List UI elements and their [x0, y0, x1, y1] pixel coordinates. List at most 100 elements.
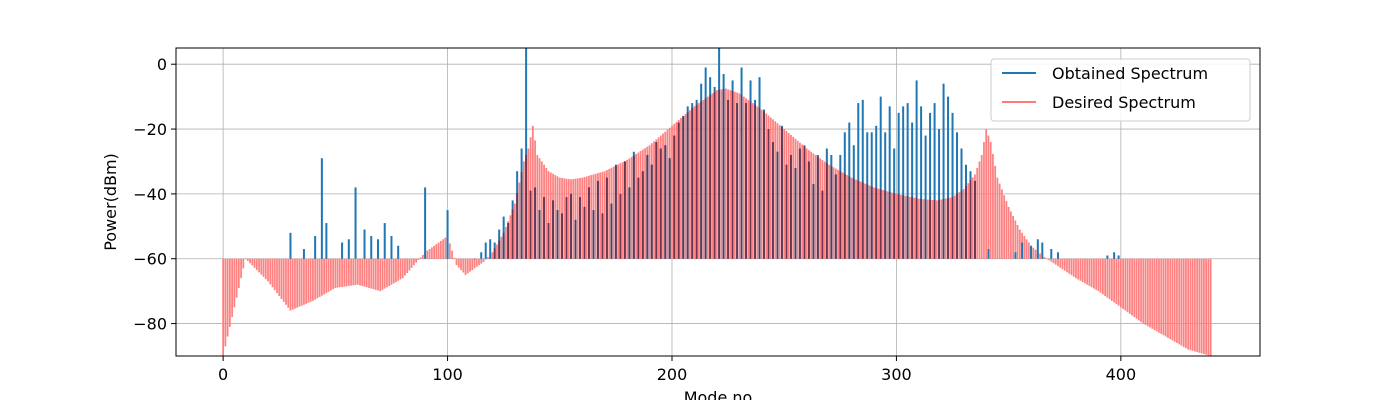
bar-desired	[630, 156, 633, 259]
bar-desired	[363, 258, 366, 287]
bar-desired	[1025, 239, 1028, 259]
bar-overlap	[915, 198, 918, 259]
bar-desired	[379, 258, 382, 292]
bar-desired	[298, 258, 301, 307]
bar-desired	[271, 258, 274, 288]
bar-desired	[1023, 236, 1026, 259]
bar-desired	[547, 171, 550, 259]
bar-desired	[1182, 258, 1185, 347]
bar-obtained	[938, 129, 941, 259]
bar-desired	[1124, 258, 1127, 311]
bar-desired	[448, 243, 451, 259]
bar-obtained	[902, 106, 905, 259]
bar-obtained	[390, 236, 393, 259]
plot-frame	[175, 47, 1261, 357]
bar-desired	[231, 258, 234, 318]
bar-obtained	[383, 223, 386, 259]
bar-desired	[904, 195, 907, 259]
bar-overlap	[606, 177, 608, 259]
bar-obtained	[915, 80, 918, 259]
bar-desired	[361, 258, 364, 286]
bar-overlap	[965, 186, 967, 259]
bar-desired	[1149, 258, 1151, 328]
bar-desired	[233, 258, 236, 308]
bar-desired	[940, 199, 943, 259]
bar-desired	[1079, 258, 1082, 281]
bar-desired	[819, 158, 822, 259]
bar-desired	[1128, 258, 1131, 314]
bar-overlap	[942, 198, 945, 259]
bar-desired	[1106, 258, 1109, 298]
bar-overlap	[758, 107, 761, 259]
bar-desired	[756, 106, 759, 259]
bar-desired	[1205, 258, 1208, 355]
bar-desired	[455, 258, 458, 266]
bar-desired	[1088, 258, 1091, 286]
bar-desired	[953, 195, 956, 259]
bar-overlap	[700, 101, 703, 259]
bar-desired	[522, 161, 525, 259]
bar-desired	[971, 177, 974, 259]
bar-desired	[253, 258, 256, 268]
bar-desired	[608, 168, 611, 259]
bar-desired	[760, 109, 763, 259]
bar-desired	[240, 258, 242, 279]
bar-overlap	[619, 193, 622, 259]
axis-ticks: 0 100 200 300 400 −80 −60 −40 −20 0	[133, 55, 1136, 384]
bar-desired	[412, 258, 415, 266]
bar-desired	[1075, 258, 1077, 279]
bar-desired	[222, 258, 225, 356]
bar-desired	[1133, 258, 1136, 318]
bar-desired	[314, 258, 317, 300]
bar-overlap	[579, 197, 581, 259]
bar-desired	[572, 178, 575, 259]
bar-desired	[958, 192, 961, 259]
bar-desired	[1027, 242, 1030, 259]
bar-obtained	[363, 229, 366, 259]
bar-overlap	[695, 104, 698, 259]
bar-desired	[226, 258, 229, 337]
bar-desired	[666, 129, 669, 259]
bar-desired	[264, 258, 267, 280]
bar-desired	[399, 258, 402, 280]
bar-desired	[1054, 258, 1057, 265]
bar-desired	[1178, 258, 1181, 345]
bar-desired	[437, 242, 440, 259]
bar-desired	[823, 161, 826, 259]
bar-desired	[891, 192, 893, 259]
bar-desired	[381, 258, 384, 290]
bar-desired	[1117, 258, 1120, 306]
bar-desired	[329, 258, 332, 291]
bar-overlap	[830, 166, 833, 259]
bar-desired	[1169, 258, 1172, 340]
bar-obtained	[325, 223, 328, 259]
bar-desired	[334, 258, 337, 288]
x-axis-label: Mode no	[684, 388, 753, 400]
bar-desired	[444, 237, 447, 259]
bar-overlap	[749, 101, 752, 259]
bar-desired	[989, 142, 992, 259]
bar-desired	[338, 258, 341, 288]
legend-box	[990, 58, 1251, 122]
bar-desired	[536, 154, 539, 259]
bar-desired	[778, 125, 781, 259]
bar-obtained	[473, 258, 476, 260]
bar-desired	[235, 258, 238, 298]
bar-desired	[408, 258, 411, 271]
bar-overlap	[507, 223, 510, 259]
bar-desired	[1097, 258, 1100, 292]
bar-overlap	[745, 103, 747, 259]
bar-overlap	[561, 213, 563, 259]
bar-desired	[1137, 258, 1140, 321]
bar-desired	[377, 258, 379, 291]
bar-overlap	[628, 187, 631, 259]
bar-overlap	[574, 219, 577, 259]
bar-desired	[439, 240, 442, 259]
bar-overlap	[736, 103, 738, 259]
bar-desired	[617, 164, 620, 259]
bar-desired	[635, 154, 637, 259]
bar-desired	[287, 258, 290, 308]
bar-desired	[1070, 258, 1073, 276]
bar-desired	[307, 258, 310, 303]
